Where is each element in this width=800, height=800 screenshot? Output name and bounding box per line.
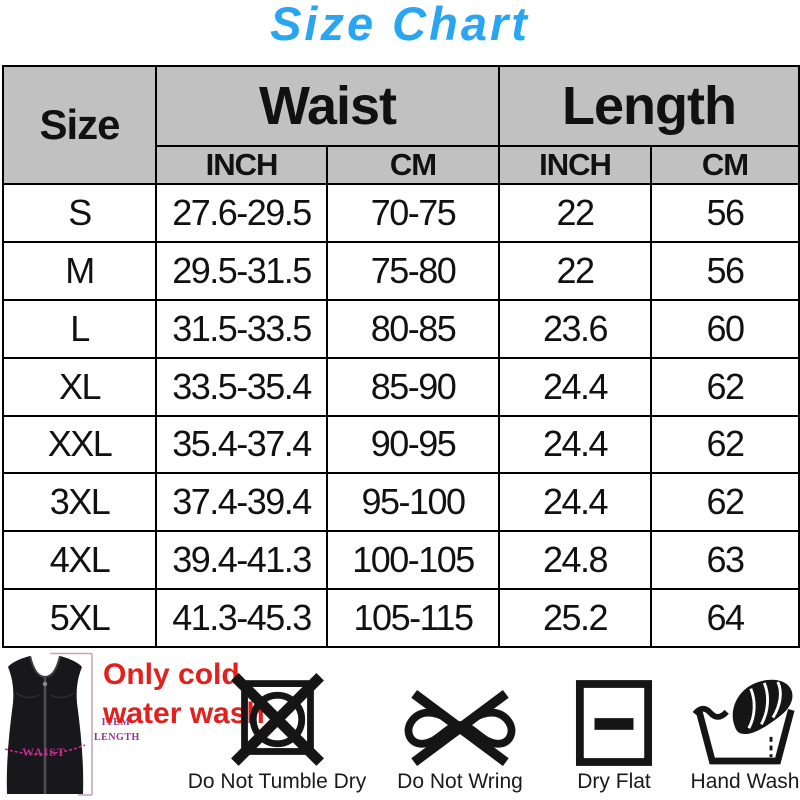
- cell-length-inch: 24.4: [498, 414, 653, 475]
- cell-size: XL: [2, 356, 157, 417]
- size-table: Size Waist Length INCH CM INCH CM S 27.6…: [2, 65, 800, 648]
- cell-waist-cm: 75-80: [325, 240, 501, 301]
- cell-size: S: [2, 183, 157, 243]
- cell-waist-inch: 27.6-29.5: [155, 183, 328, 243]
- zipper-pull: [42, 681, 48, 687]
- subheader-waist-inch: INCH: [155, 145, 328, 185]
- cell-size: 5XL: [2, 588, 157, 648]
- subheader-length-inch: INCH: [498, 145, 653, 185]
- col-header-length: Length: [498, 65, 800, 147]
- item-length-label: ITEM LENGTH: [94, 717, 140, 743]
- cell-length-cm: 62: [650, 414, 800, 475]
- vest-chest-seams: [15, 692, 75, 699]
- table-row: 4XL 39.4-41.3 100-105 24.8 63: [2, 530, 800, 591]
- table-row: L 31.5-33.5 80-85 23.6 60: [2, 298, 800, 359]
- table-row: M 29.5-31.5 75-80 22 56: [2, 240, 800, 301]
- cell-size: 3XL: [2, 472, 157, 533]
- cell-size: 4XL: [2, 530, 157, 591]
- waist-label: WAIST: [22, 745, 66, 759]
- page-title: Size Chart: [270, 0, 530, 50]
- care-label: Do Not Wring: [397, 770, 523, 793]
- do-not-tumble-dry-icon: [230, 673, 324, 766]
- cell-waist-cm: 85-90: [325, 356, 501, 417]
- table-row: XL 33.5-35.4 85-90 24.4 62: [2, 356, 800, 417]
- cell-waist-inch: 29.5-31.5: [155, 240, 328, 301]
- cell-length-inch: 22: [498, 240, 653, 301]
- header-row-groups: Size Waist Length: [2, 65, 800, 185]
- table-row: 5XL 41.3-45.3 105-115 25.2 64: [2, 588, 800, 648]
- cell-size: L: [2, 298, 157, 359]
- care-block-do-not-wring: Do Not Wring: [370, 662, 550, 794]
- cell-length-cm: 63: [650, 530, 800, 591]
- cell-waist-cm: 95-100: [325, 472, 501, 533]
- cell-length-inch: 24.4: [498, 472, 653, 533]
- cell-size: XXL: [2, 414, 157, 475]
- header-row-units: INCH CM INCH CM: [3, 145, 800, 185]
- care-block-do-not-tumble-dry: Do Not Tumble Dry: [177, 662, 377, 794]
- table-row: XXL 35.4-37.4 90-95 24.4 62: [2, 414, 800, 475]
- cell-length-inch: 24.8: [498, 530, 653, 591]
- subheader-length-cm: CM: [650, 145, 800, 185]
- cell-length-cm: 60: [650, 298, 800, 359]
- subheader-waist-cm: CM: [325, 145, 501, 185]
- cell-waist-inch: 35.4-37.4: [155, 414, 328, 475]
- dry-flat-icon: [575, 680, 653, 766]
- wash-note-line1: Only cold: [103, 658, 240, 691]
- care-label: Hand Wash: [690, 770, 800, 793]
- cell-length-cm: 64: [650, 588, 800, 648]
- care-block-hand-wash: Hand Wash: [655, 662, 800, 794]
- cell-waist-inch: 41.3-45.3: [155, 588, 328, 648]
- cell-waist-inch: 33.5-35.4: [155, 356, 328, 417]
- cell-waist-cm: 105-115: [325, 588, 501, 648]
- col-header-size: Size: [2, 65, 157, 185]
- hand-wash-icon: [692, 679, 795, 765]
- cell-length-inch: 22: [498, 183, 653, 243]
- wash-note-line2: water wash: [103, 697, 265, 730]
- cell-length-inch: 25.2: [498, 588, 653, 648]
- cell-waist-inch: 37.4-39.4: [155, 472, 328, 533]
- table-row: 3XL 37.4-39.4 95-100 24.4 62: [2, 472, 800, 533]
- care-label: Dry Flat: [577, 770, 651, 793]
- cell-waist-cm: 70-75: [325, 183, 501, 243]
- cell-waist-inch: 39.4-41.3: [155, 530, 328, 591]
- cell-waist-cm: 80-85: [325, 298, 501, 359]
- wash-note: Only cold water wash: [103, 655, 265, 733]
- do-not-wring-icon: [404, 689, 516, 767]
- cell-waist-cm: 100-105: [325, 530, 501, 591]
- cell-length-cm: 56: [650, 240, 800, 301]
- cell-length-cm: 62: [650, 472, 800, 533]
- cell-length-inch: 23.6: [498, 298, 653, 359]
- cell-waist-cm: 90-95: [325, 414, 501, 475]
- table-row: S 27.6-29.5 70-75 22 56: [2, 183, 800, 243]
- cell-length-cm: 56: [650, 183, 800, 243]
- measure-line: [50, 652, 93, 796]
- cell-length-inch: 24.4: [498, 356, 653, 417]
- cell-waist-inch: 31.5-33.5: [155, 298, 328, 359]
- col-header-waist: Waist: [154, 65, 501, 147]
- cell-size: M: [2, 240, 157, 301]
- cell-length-cm: 62: [650, 356, 800, 417]
- care-block-dry-flat: Dry Flat: [534, 662, 694, 794]
- waist-curve: [4, 744, 86, 755]
- care-label: Do Not Tumble Dry: [187, 770, 367, 793]
- vest-illustration: [4, 652, 93, 796]
